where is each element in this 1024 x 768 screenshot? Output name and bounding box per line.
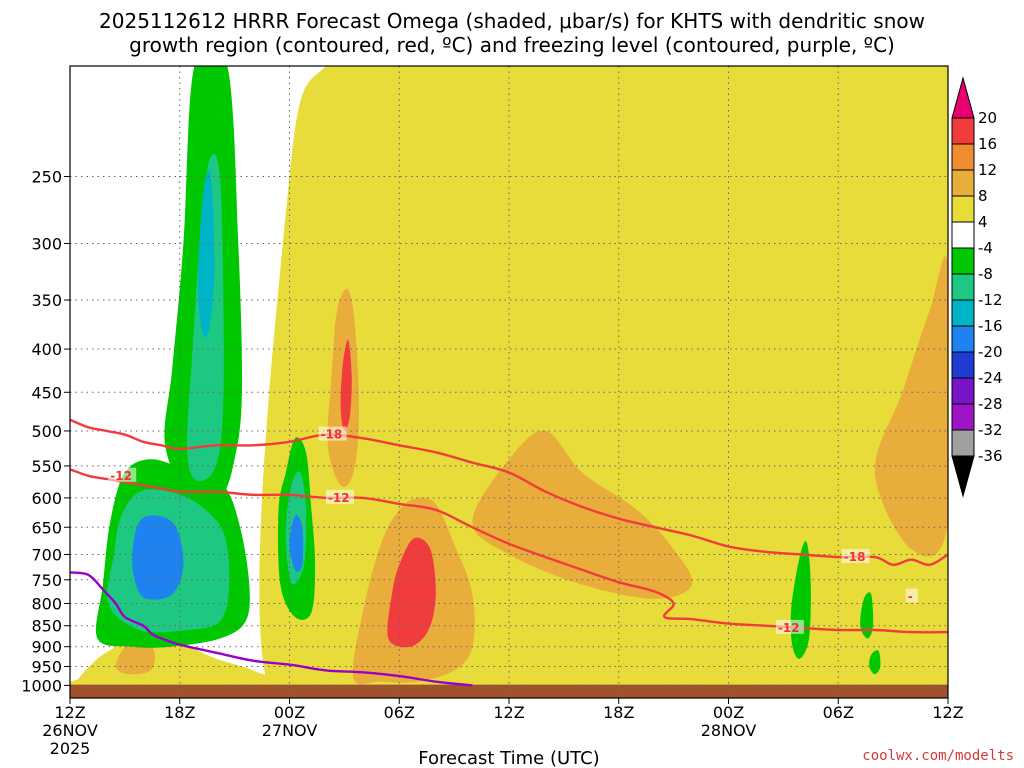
colorbar-label: -16 [978,317,1003,335]
omega-region-descent-cyan-upper [197,170,215,338]
colorbar-bin-16_20 [951,117,975,145]
contour-label-minus18: -18 [844,550,866,564]
colorbar-label: -36 [978,447,1003,465]
omega-region-descent-blue-low-left [132,515,184,600]
colorbar-label: 4 [978,213,988,231]
contour-isotherm-12c [70,468,948,634]
contour-label-bg [775,619,804,634]
x-year-label: 2025 [50,739,91,758]
colorbar-bin-4_8 [951,195,975,223]
source-credit: coolwx.com/modelts [862,748,1014,764]
y-tick-label-500: 500 [31,422,62,441]
x-tick-label-h30: 18Z [603,703,634,722]
x-date-label-28NOV: 28NOV [701,721,757,740]
colorbar-label: -20 [978,343,1003,361]
x-tick-label-h12: 00Z [274,703,305,722]
ground-surface [70,684,948,698]
colorbar-overflow-high [951,76,975,119]
colorbar-label: -12 [978,291,1003,309]
colorbar-label: 20 [978,109,997,127]
x-tick-label-h36: 00Z [713,703,744,722]
chart-title-line1: 2025112612 HRRR Forecast Omega (shaded, … [99,9,925,33]
colorbar-label: 8 [978,187,988,205]
omega-region-descent-green-small-1000z [869,650,881,675]
contour-label-bg [325,489,354,504]
contour-label-minus12: -12 [328,491,350,505]
colorbar-bin--36_-32 [951,429,975,457]
contour-label-bg [905,588,918,603]
omega-region-ascent-red-0630z [387,537,436,648]
y-tick-label-850: 850 [31,617,62,636]
y-tick-label-300: 300 [31,234,62,253]
colorbar-bin-8_12 [951,169,975,197]
x-tick-label-h0: 12Z [54,703,85,722]
colorbar-bin-12_16 [951,143,975,171]
colorbar-label: -4 [978,239,993,257]
omega-shading [70,66,948,698]
omega-region-ascent-orange-mid-plume [472,430,693,599]
colorbar-label: 12 [978,161,997,179]
x-date-label-27NOV: 27NOV [262,721,318,740]
contour-label-bg [318,426,347,441]
y-tick-label-750: 750 [31,571,62,590]
pressure-axis: 250 300 350 400 450 500 550 600 650 700 750 800 850 9… [21,168,70,695]
colorbar-label: -28 [978,395,1003,413]
contour-label-bg [108,467,137,482]
x-tick-label-h6: 18Z [164,703,195,722]
colorbar-label: -24 [978,369,1003,387]
contour-label-minus12: -12 [778,621,800,635]
grid-lines [70,66,948,698]
y-tick-label-1000: 1000 [21,676,62,695]
x-tick-label-h24: 12Z [493,703,524,722]
colorbar-bin--24_-20 [951,351,975,379]
x-axis-label: Forecast Time (UTC) [418,748,599,768]
colorbar-bin--4_4 [951,221,975,249]
y-tick-label-450: 450 [31,383,62,402]
x-tick-label-h48: 12Z [932,703,963,722]
contour-label-minus: - [908,590,913,604]
colorbar-bin--28_-24 [951,377,975,405]
contour-freezing-level-0c [70,571,473,687]
contour-label-minus12: -12 [110,469,132,483]
omega-region-ascent-orange-right-upper [874,256,948,557]
y-tick-label-950: 950 [31,658,62,677]
y-tick-label-700: 700 [31,545,62,564]
colorbar-label: -8 [978,265,993,283]
y-tick-label-250: 250 [31,168,62,187]
colorbar-bin--16_-12 [951,299,975,327]
contour-isotherm-18c [70,418,948,567]
chart-title-line2: growth region (contoured, red, ºC) and f… [129,33,895,57]
x-tick-label-h18: 06Z [384,703,415,722]
contour-label-minus18: -18 [321,428,343,442]
contour-labels: -12 -18 -12 -18 -12 - [108,426,918,635]
x-date-label-26NOV: 26NOV [42,721,98,740]
y-tick-label-550: 550 [31,457,62,476]
omega-region-descent-blue-right-lobe [289,515,304,572]
colorbar-bin--32_-28 [951,403,975,431]
colorbar-label: 16 [978,135,997,153]
isotherm-contours [70,418,948,687]
colorbar-bin--12_-8 [951,273,975,301]
y-tick-label-600: 600 [31,489,62,508]
colorbar-label: -32 [978,421,1003,439]
omega-region-ascent-red-0330z [340,339,352,432]
x-tick-label-h42: 06Z [823,703,854,722]
colorbar-bin--20_-16 [951,325,975,353]
colorbar-overflow-low [951,455,975,498]
omega-colorbar: 20 16 12 8 4 -4 -8 -12 -16 -20 -24 -28 -32 -36 [951,76,1003,498]
y-tick-label-800: 800 [31,594,62,613]
contour-label-bg [841,549,870,564]
colorbar-bin--8_-4 [951,247,975,275]
ground-fill [70,684,948,698]
y-tick-label-400: 400 [31,340,62,359]
y-tick-label-650: 650 [31,518,62,537]
y-tick-label-900: 900 [31,638,62,657]
y-tick-label-350: 350 [31,291,62,310]
omega-region-ascent-yellow-lowlevel-left [70,633,282,687]
